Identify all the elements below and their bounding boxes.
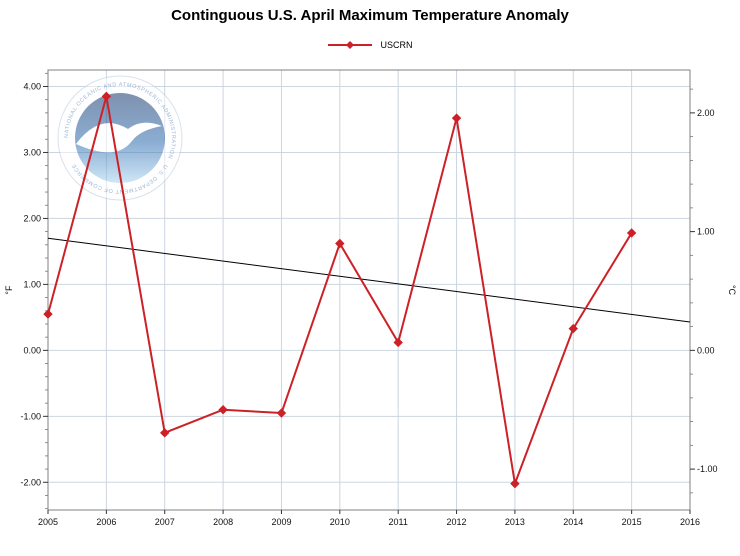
svg-text:2007: 2007 — [155, 517, 175, 527]
svg-text:2016: 2016 — [680, 517, 700, 527]
x-axis: 2005 2006 2007 2008 2009 2010 2011 2012 2013 2014… — [38, 510, 700, 527]
svg-text:-2.00: -2.00 — [20, 477, 41, 487]
legend: USCRN — [0, 40, 740, 50]
chart-title: Continguous U.S. April Maximum Temperatu… — [171, 7, 569, 24]
svg-text:2006: 2006 — [96, 517, 116, 527]
svg-text:3.00: 3.00 — [23, 147, 41, 157]
svg-text:2015: 2015 — [622, 517, 642, 527]
svg-text:-1.00: -1.00 — [697, 464, 718, 474]
data-point — [568, 323, 578, 334]
svg-text:1.00: 1.00 — [23, 279, 41, 289]
svg-text:2014: 2014 — [563, 517, 583, 527]
data-point — [43, 309, 53, 319]
left-axis-unit: °F — [4, 285, 14, 295]
noaa-logo-watermark: NATIONAL OCEANIC AND ATMOSPHERIC ADMINIS… — [57, 75, 183, 201]
data-point — [393, 337, 403, 348]
data-point — [276, 408, 287, 418]
data-point — [510, 478, 520, 489]
plot-border — [47, 69, 691, 511]
data-point — [451, 113, 462, 123]
svg-text:2010: 2010 — [330, 517, 350, 527]
series-line-trend — [47, 237, 691, 323]
data-point — [218, 405, 228, 415]
svg-text:1.00: 1.00 — [697, 227, 715, 237]
data-point — [160, 428, 170, 438]
svg-text:-1.00: -1.00 — [20, 411, 41, 421]
legend-label: USCRN — [380, 40, 413, 50]
left-axis: 4.00 3.00 2.00 1.00 0.00 -1.00 -2.00 — [20, 72, 48, 510]
data-point — [101, 91, 112, 102]
svg-text:2013: 2013 — [505, 517, 525, 527]
right-axis: 2.00 1.00 0.00 -1.00 — [690, 88, 718, 494]
svg-text:2011: 2011 — [389, 517, 408, 527]
svg-text:2.00: 2.00 — [23, 213, 41, 223]
svg-text:2.00: 2.00 — [697, 108, 715, 118]
svg-text:0.00: 0.00 — [23, 345, 41, 355]
svg-text:4.00: 4.00 — [23, 81, 41, 91]
right-axis-unit: °C — [727, 285, 737, 296]
legend-line-icon — [328, 41, 373, 49]
svg-text:0.00: 0.00 — [697, 345, 715, 355]
svg-text:2009: 2009 — [271, 517, 291, 527]
svg-text:2012: 2012 — [447, 517, 467, 527]
svg-text:2008: 2008 — [213, 517, 233, 527]
data-point — [335, 238, 345, 249]
data-point — [626, 228, 637, 238]
svg-text:2005: 2005 — [38, 517, 58, 527]
